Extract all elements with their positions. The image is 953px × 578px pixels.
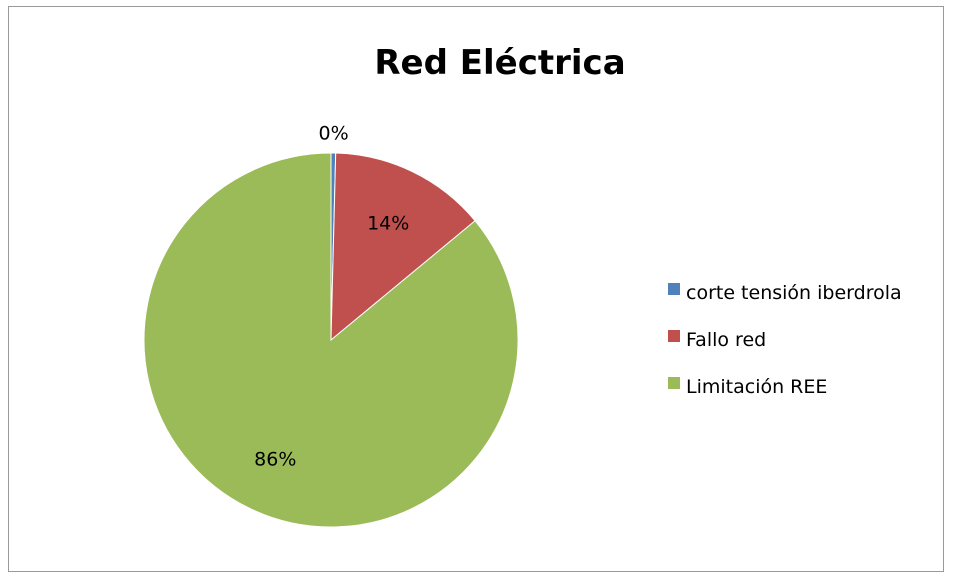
pie-slices [143,152,519,528]
data-label-2: 14% [367,212,409,234]
legend: corte tensión iberdrola Fallo red Limitaci… [668,282,902,398]
pie-slice-3 [143,152,519,528]
data-labels: 0% 14% 86% [254,122,409,470]
pie-slice-2 [330,152,476,342]
legend-swatch-1 [668,283,680,295]
data-label-3: 86% [254,448,296,470]
legend-swatch-2 [668,330,680,342]
legend-label-3: Limitación REE [686,376,827,398]
legend-label-2: Fallo red [686,329,766,351]
chart-title: Red Eléctrica [374,43,625,83]
legend-swatch-3 [668,377,680,389]
legend-label-1: corte tensión iberdrola [686,282,902,304]
data-label-1: 0% [319,122,349,144]
